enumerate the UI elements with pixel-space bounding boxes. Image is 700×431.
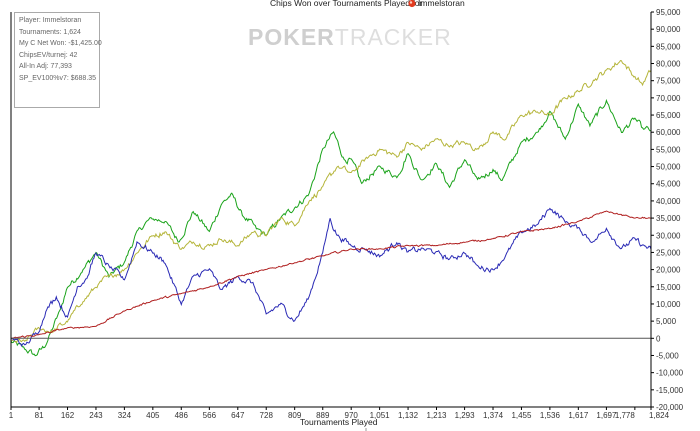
- y-tick-label: 75,000: [656, 77, 681, 86]
- series-line-red: [10, 210, 652, 339]
- x-axis: 1 81 162 243 324 405 486 566 647 728 809 889 970 1,05…: [9, 407, 670, 420]
- y-tick-label: 50,000: [656, 163, 681, 172]
- axes-layer: [10, 12, 652, 408]
- x-tick-label: 1,132: [398, 411, 419, 420]
- info-player: Player: Immelstoran: [19, 17, 82, 24]
- info-net-won: My C Net Won: -$1,425.00: [19, 40, 102, 47]
- y-tick-label: 0: [656, 334, 661, 343]
- player-logo-icon: [408, 0, 416, 8]
- y-tick-label: -10,000: [656, 369, 684, 378]
- x-axis-title: Tournaments Played: [300, 417, 378, 427]
- x-tick-label: 162: [61, 411, 75, 420]
- watermark-part1: POKER: [248, 24, 335, 50]
- y-tick-label: 25,000: [656, 248, 681, 257]
- chart-title: Chips Won over Tournaments Played for: [270, 0, 422, 8]
- y-tick-label: 30,000: [656, 231, 681, 240]
- chart-title-player: Immelstoran: [418, 0, 465, 8]
- x-tick-label: 809: [288, 411, 302, 420]
- watermark-part2: TRACKER: [334, 24, 452, 50]
- x-tick-label: 566: [203, 411, 217, 420]
- series-line-blue: [10, 207, 652, 347]
- info-allin-adj: All-In Adj: 77,393: [19, 63, 72, 70]
- info-tournaments: Tournaments: 1,624: [19, 28, 81, 36]
- x-tick-label: 486: [175, 411, 189, 420]
- y-tick-label: 5,000: [656, 317, 677, 326]
- series-line-green: [10, 98, 652, 357]
- series-layer: [10, 60, 652, 357]
- x-tick-label: 1: [9, 411, 14, 420]
- y-tick-label: 60,000: [656, 128, 681, 137]
- y-tick-label: 80,000: [656, 60, 681, 69]
- x-tick-label: 1,455: [511, 411, 532, 420]
- y-tick-label: 85,000: [656, 42, 681, 51]
- x-tick-label: 1,293: [455, 411, 476, 420]
- y-tick-label: 90,000: [656, 25, 681, 34]
- y-tick-label: 20,000: [656, 266, 681, 275]
- x-tick-label: 647: [231, 411, 245, 420]
- x-tick-label: 1,374: [483, 411, 504, 420]
- x-tick-label: 1,213: [426, 411, 447, 420]
- y-axis: 95,000 90,000 85,000 80,000 75,000 70,000 65,0…: [651, 8, 684, 412]
- x-tick-label: 1,778: [615, 411, 636, 420]
- y-tick-label: -20,000: [656, 403, 684, 412]
- y-tick-label: 45,000: [656, 180, 681, 189]
- stats-info-box: Player: Immelstoran Tournaments: 1,624 M…: [14, 12, 102, 108]
- x-tick-label: 324: [118, 411, 132, 420]
- y-tick-label: 65,000: [656, 111, 681, 120]
- x-tick-label: 243: [89, 411, 103, 420]
- x-tick-label: 889: [316, 411, 330, 420]
- x-tick-label: 1,824: [649, 411, 670, 420]
- y-tick-label: 40,000: [656, 197, 681, 206]
- x-tick-label: 1,536: [540, 411, 561, 420]
- y-tick-label: 15,000: [656, 283, 681, 292]
- y-tick-label: 55,000: [656, 145, 681, 154]
- series-line-olive: [10, 60, 652, 344]
- x-tick-label: 405: [146, 411, 160, 420]
- y-tick-label: 10,000: [656, 300, 681, 309]
- info-sp-ev: SP_EV100%v7: $688.35: [19, 74, 97, 82]
- x-tick-label: 1,617: [568, 411, 589, 420]
- pokertracker-watermark: POKERTRACKER: [248, 24, 452, 51]
- x-tick-label: 728: [260, 411, 274, 420]
- y-tick-label: 95,000: [656, 8, 681, 17]
- x-tick-label: 970: [345, 411, 359, 420]
- x-tick-label: 81: [35, 411, 44, 420]
- y-tick-label: -15,000: [656, 386, 684, 395]
- x-tick-label: 1,697: [596, 411, 617, 420]
- y-tick-label: 70,000: [656, 94, 681, 103]
- y-tick-label: -5,000: [656, 351, 679, 360]
- y-tick-label: 35,000: [656, 214, 681, 223]
- x-tick-label: 1,051: [370, 411, 391, 420]
- info-chips-ev: ChipsEV/turnej: 42: [19, 51, 78, 59]
